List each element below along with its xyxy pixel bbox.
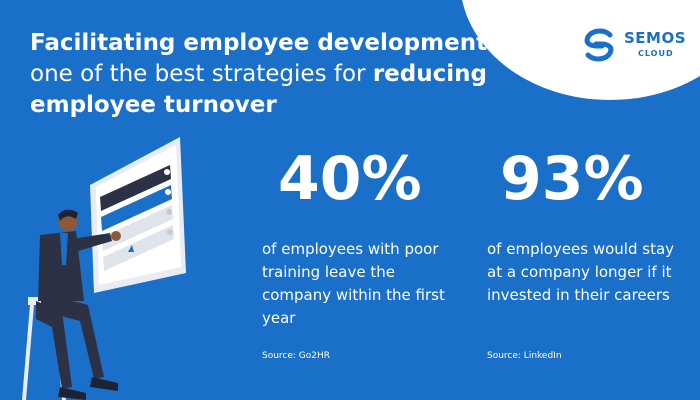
stat-source-1: Source: Go2HR xyxy=(262,351,331,361)
stat-description-2: of employees would stay at a company lon… xyxy=(487,240,675,304)
headline-bold-2: reducing employee turnover xyxy=(30,61,487,118)
headline: Facilitating employee development is one… xyxy=(30,28,550,121)
headline-bold-1: Facilitating employee development xyxy=(30,30,488,56)
stat-source-2: Source: LinkedIn xyxy=(487,351,562,361)
person-illustration xyxy=(22,209,121,400)
presentation-illustration xyxy=(22,137,186,400)
stat-description-1: of employees with poor training leave th… xyxy=(262,240,445,327)
stat-value-1: 40% xyxy=(278,144,422,214)
logo-sub: CLOUD xyxy=(638,49,674,58)
logo-word: SEMOS xyxy=(624,29,687,47)
semos-logo: SEMOS CLOUD xyxy=(580,24,686,68)
stat-value-2: 93% xyxy=(500,144,644,214)
semos-logo-icon xyxy=(584,28,614,62)
presentation-board-illustration xyxy=(90,137,186,293)
headline-text-1: is one of the best strategies for xyxy=(30,30,513,87)
